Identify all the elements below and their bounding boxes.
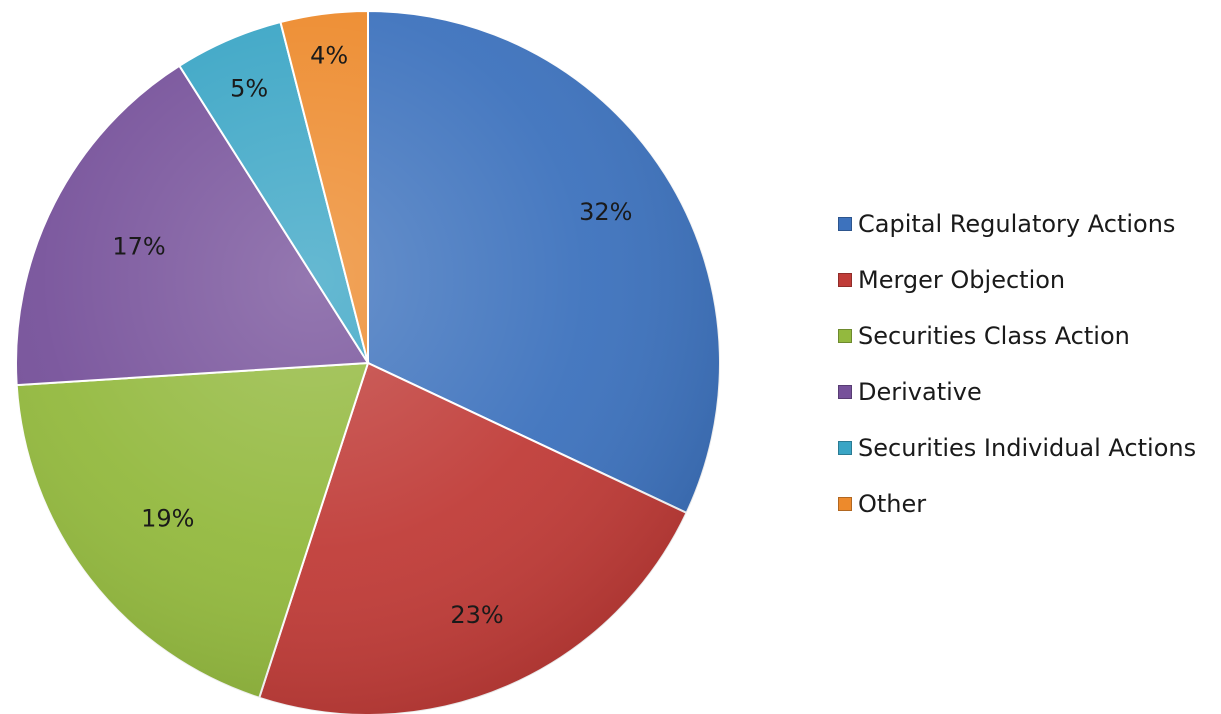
legend-item-capital-regulatory-actions: Capital Regulatory Actions bbox=[838, 196, 1218, 252]
legend-item-other: Other bbox=[838, 476, 1218, 532]
pie-percent-labels: 32% 23% 19% 17% 5% 4% bbox=[112, 42, 632, 629]
legend-swatch bbox=[838, 497, 852, 511]
legend-swatch bbox=[838, 217, 852, 231]
legend-label: Derivative bbox=[858, 378, 982, 406]
legend-item-merger-objection: Merger Objection bbox=[838, 252, 1218, 308]
pie-label-derivative: 17% bbox=[112, 232, 165, 260]
legend-swatch bbox=[838, 329, 852, 343]
legend-label: Securities Individual Actions bbox=[858, 434, 1197, 462]
pie-label-merger-objection: 23% bbox=[450, 601, 503, 629]
legend-label: Securities Class Action bbox=[858, 322, 1130, 350]
legend-label: Merger Objection bbox=[858, 266, 1066, 294]
legend: Capital Regulatory Actions Merger Objecti… bbox=[838, 196, 1218, 532]
pie-slices bbox=[15, 9, 721, 714]
pie-label-securities-individual-actions: 5% bbox=[230, 74, 268, 102]
pie-label-other: 4% bbox=[310, 42, 348, 70]
legend-item-securities-individual-actions: Securities Individual Actions bbox=[838, 420, 1218, 476]
legend-label: Capital Regulatory Actions bbox=[858, 210, 1176, 238]
pie-label-securities-class-action: 19% bbox=[141, 504, 194, 532]
legend-item-derivative: Derivative bbox=[838, 364, 1218, 420]
legend-swatch bbox=[838, 441, 852, 455]
legend-item-securities-class-action: Securities Class Action bbox=[838, 308, 1218, 364]
legend-label: Other bbox=[858, 490, 927, 518]
legend-swatch bbox=[838, 273, 852, 287]
pie-label-capital-regulatory-actions: 32% bbox=[579, 198, 632, 226]
legend-swatch bbox=[838, 385, 852, 399]
